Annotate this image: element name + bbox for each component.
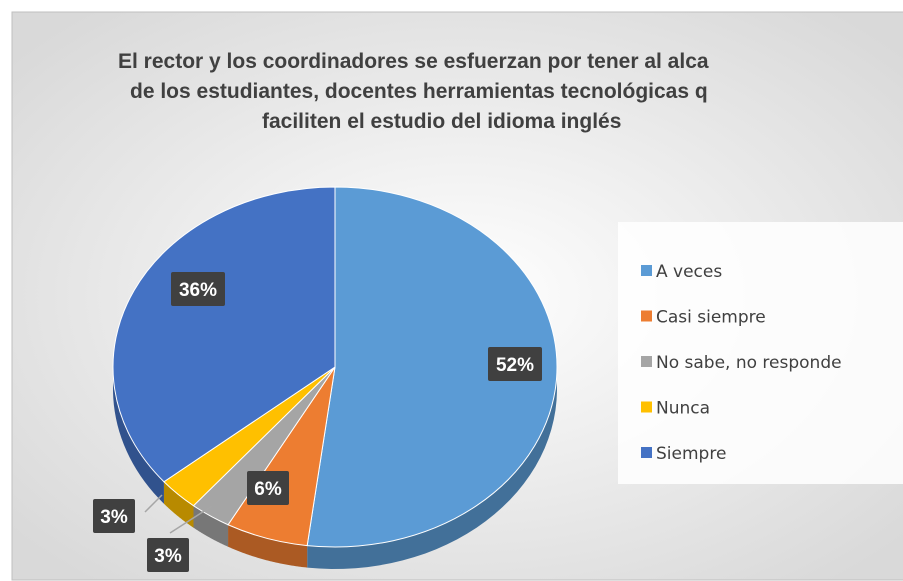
legend-label: Siempre (656, 444, 726, 464)
chart-title: El rector y los coordinadores se esfuerz… (118, 50, 709, 73)
slice-side (228, 524, 308, 568)
chart-title: de los estudiantes, docentes herramienta… (130, 80, 708, 103)
legend-label: No sabe, no responde (656, 353, 842, 373)
leader-line (169, 505, 213, 534)
leader-line (144, 494, 163, 513)
label-box (247, 471, 289, 505)
legend-label: Nunca (656, 399, 710, 419)
value-label: 6% (254, 479, 282, 500)
label-box (93, 499, 135, 533)
legend-swatch (641, 265, 652, 276)
slice-side (193, 505, 229, 547)
slice (112, 186, 336, 483)
legend-label: Casi siempre (656, 308, 766, 328)
value-label: 52% (496, 355, 534, 376)
legend-box (618, 222, 903, 484)
legend-swatch (641, 356, 652, 367)
chart-title: faciliten el estudio del idioma inglés (262, 110, 621, 133)
label-box (488, 347, 542, 381)
legend-swatch (641, 310, 652, 322)
value-label: 3% (100, 507, 128, 528)
slice (306, 186, 558, 548)
slice-side (163, 481, 194, 528)
value-label: 36% (179, 280, 217, 301)
label-box (171, 272, 225, 306)
value-label: 3% (154, 546, 182, 567)
label-box (147, 538, 189, 572)
legend-swatch (641, 447, 652, 458)
legend-swatch (641, 401, 652, 413)
legend-label: A veces (656, 262, 722, 282)
